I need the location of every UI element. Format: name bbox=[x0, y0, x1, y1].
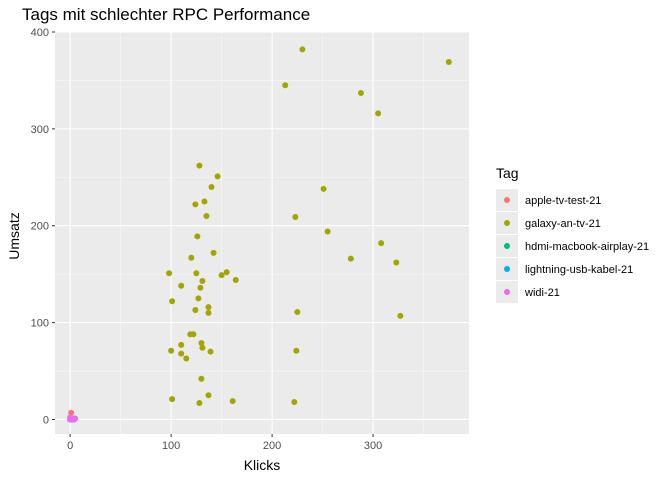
data-point bbox=[178, 350, 185, 357]
data-point bbox=[166, 270, 173, 277]
data-point bbox=[198, 339, 205, 346]
x-axis-title: Klicks bbox=[244, 457, 281, 473]
data-point bbox=[378, 240, 385, 247]
data-point bbox=[282, 82, 289, 89]
data-point bbox=[199, 277, 206, 284]
x-axis: 0 100 200 300 bbox=[67, 434, 382, 452]
data-point bbox=[193, 270, 200, 277]
data-point bbox=[445, 59, 452, 66]
data-point bbox=[178, 341, 185, 348]
chart-title: Tags mit schlechter RPC Performance bbox=[22, 5, 310, 24]
data-point bbox=[357, 90, 364, 97]
data-point bbox=[218, 272, 225, 279]
x-tick-label: 100 bbox=[162, 440, 180, 452]
y-tick-label: 0 bbox=[43, 414, 49, 426]
data-point bbox=[195, 295, 202, 302]
data-point bbox=[199, 344, 206, 351]
legend-swatch bbox=[504, 243, 510, 249]
data-point bbox=[324, 228, 331, 235]
legend-swatch bbox=[504, 197, 510, 203]
data-point bbox=[223, 269, 230, 276]
data-point bbox=[210, 249, 217, 256]
x-tick-label: 0 bbox=[67, 440, 73, 452]
data-point bbox=[320, 185, 327, 192]
data-points bbox=[67, 46, 452, 423]
data-point bbox=[192, 307, 199, 314]
legend-label: hdmi-macbook-airplay-21 bbox=[525, 241, 649, 253]
data-point bbox=[68, 409, 75, 416]
plot-panel bbox=[55, 32, 469, 434]
data-point bbox=[183, 355, 190, 362]
data-point bbox=[168, 347, 175, 354]
y-tick-label: 100 bbox=[31, 318, 49, 330]
data-point bbox=[205, 392, 212, 399]
data-point bbox=[205, 304, 212, 311]
data-point bbox=[207, 348, 214, 355]
data-point bbox=[229, 398, 236, 405]
legend-label: apple-tv-test-21 bbox=[525, 195, 601, 207]
data-point bbox=[188, 254, 195, 261]
data-point bbox=[347, 255, 354, 262]
y-tick-label: 300 bbox=[31, 124, 49, 136]
data-point bbox=[294, 308, 301, 315]
data-point bbox=[194, 233, 201, 240]
y-axis-title: Umsatz bbox=[6, 212, 22, 259]
data-point bbox=[205, 309, 212, 316]
data-point bbox=[197, 284, 204, 291]
legend-swatch bbox=[504, 289, 510, 295]
data-point bbox=[196, 400, 203, 407]
legend-label: galaxy-an-tv-21 bbox=[525, 218, 601, 230]
legend-label: widi-21 bbox=[524, 287, 560, 299]
legend: apple-tv-test-21 galaxy-an-tv-21 hdmi-macb… bbox=[496, 189, 649, 303]
legend-swatch bbox=[504, 220, 510, 226]
data-point bbox=[393, 259, 400, 266]
y-tick-label: 400 bbox=[31, 27, 49, 39]
x-tick-label: 300 bbox=[364, 440, 382, 452]
data-point bbox=[198, 375, 205, 382]
data-point bbox=[292, 214, 299, 221]
legend-title: Tag bbox=[496, 165, 519, 181]
y-axis: 0 100 200 300 400 bbox=[31, 27, 55, 426]
data-point bbox=[70, 416, 77, 423]
data-point bbox=[375, 110, 382, 117]
data-point bbox=[232, 276, 239, 283]
data-point bbox=[178, 282, 185, 289]
data-point bbox=[299, 46, 306, 53]
data-point bbox=[214, 173, 221, 180]
data-point bbox=[196, 162, 203, 169]
data-point bbox=[169, 396, 176, 403]
x-tick-label: 200 bbox=[263, 440, 281, 452]
grid-lines bbox=[55, 31, 469, 434]
legend-swatch bbox=[504, 266, 510, 272]
data-point bbox=[203, 213, 210, 220]
data-point bbox=[187, 331, 194, 338]
data-point bbox=[397, 312, 404, 319]
data-point bbox=[293, 347, 300, 354]
data-point bbox=[291, 399, 298, 406]
data-point bbox=[208, 183, 215, 190]
data-point bbox=[192, 201, 199, 208]
data-point bbox=[169, 298, 176, 305]
y-tick-label: 200 bbox=[31, 221, 49, 233]
legend-label: lightning-usb-kabel-21 bbox=[525, 264, 633, 276]
data-point bbox=[201, 198, 208, 205]
